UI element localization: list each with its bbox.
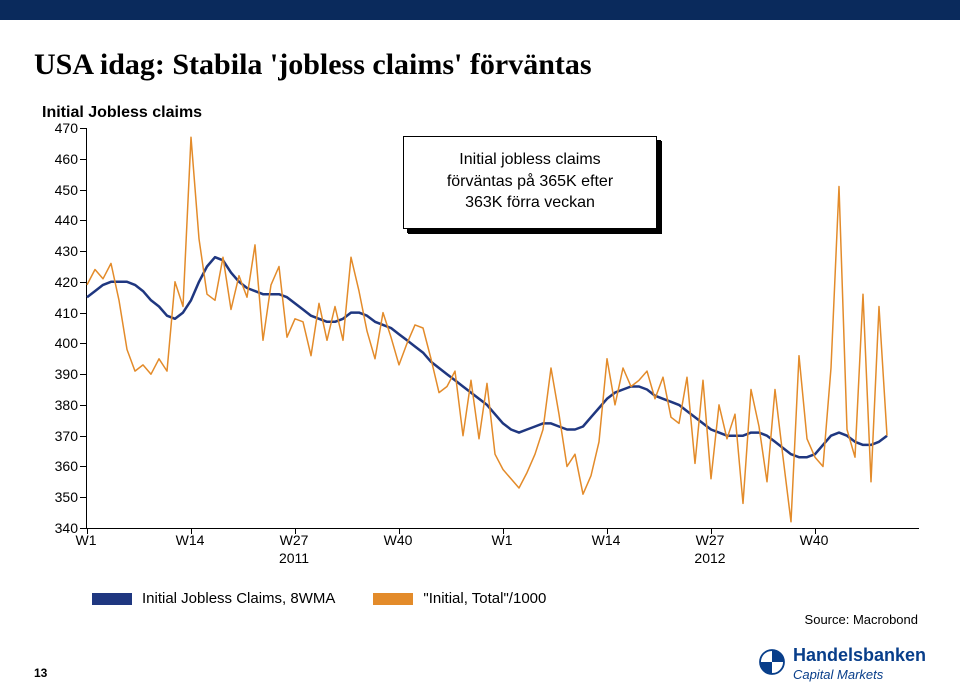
x-axis-tick-label: W40 (800, 532, 829, 548)
annotation-box: Initial jobless claims förväntas på 365K… (403, 136, 657, 229)
x-axis-tick-label: W1 (76, 532, 97, 548)
annotation-line3: 363K förra veckan (465, 194, 595, 211)
y-axis-labels: 4704604504404304204104003903803703603503… (42, 128, 86, 528)
brand-sub: Capital Markets (793, 667, 883, 682)
x-axis-year-label: 2011 (279, 550, 309, 566)
x-axis-year-label: 2012 (694, 550, 725, 566)
y-axis-tick-label: 470 (55, 120, 78, 136)
chart-container: 4704604504404304204104003903803703603503… (42, 128, 918, 558)
y-axis-tick-label: 340 (55, 520, 78, 536)
series-line (87, 257, 887, 457)
y-axis-tick-label: 380 (55, 397, 78, 413)
x-axis-tick-label: W27 (280, 532, 309, 548)
legend-item: Initial Jobless Claims, 8WMA (92, 590, 335, 607)
y-axis-tick-label: 390 (55, 366, 78, 382)
legend-swatch (373, 593, 413, 605)
legend-label: "Initial, Total"/1000 (423, 590, 546, 607)
brand-name: Handelsbanken (793, 645, 926, 665)
legend-label: Initial Jobless Claims, 8WMA (142, 590, 335, 607)
y-axis-tick-label: 350 (55, 489, 78, 505)
x-axis-tick-label: W14 (176, 532, 205, 548)
y-axis-tick-label: 370 (55, 428, 78, 444)
brand-logo: Handelsbanken Capital Markets (759, 645, 926, 684)
legend-swatch (92, 593, 132, 605)
x-axis-tick-label: W1 (492, 532, 513, 548)
x-axis-tick-label: W27 (696, 532, 725, 548)
legend-item: "Initial, Total"/1000 (373, 590, 546, 607)
plot-area: Initial jobless claims förväntas på 365K… (86, 128, 919, 529)
page-number: 13 (34, 666, 47, 680)
brand-icon (759, 649, 785, 680)
x-axis-tick-label: W40 (384, 532, 413, 548)
legend: Initial Jobless Claims, 8WMA "Initial, To… (92, 590, 576, 607)
y-axis-tick-label: 360 (55, 458, 78, 474)
page-title: USA idag: Stabila 'jobless claims' förvä… (34, 48, 592, 82)
annotation-line2: förväntas på 365K efter (447, 173, 613, 190)
y-axis-tick-label: 460 (55, 151, 78, 167)
y-axis-tick-label: 400 (55, 335, 78, 351)
annotation-line1: Initial jobless claims (459, 151, 600, 168)
y-axis-tick-label: 410 (55, 305, 78, 321)
y-axis-tick-label: 420 (55, 274, 78, 290)
y-axis-tick-label: 440 (55, 212, 78, 228)
y-axis-tick-label: 430 (55, 243, 78, 259)
source-label: Source: Macrobond (805, 612, 918, 627)
y-axis-tick-label: 450 (55, 182, 78, 198)
top-bar (0, 0, 960, 20)
x-axis-tick-label: W14 (592, 532, 621, 548)
